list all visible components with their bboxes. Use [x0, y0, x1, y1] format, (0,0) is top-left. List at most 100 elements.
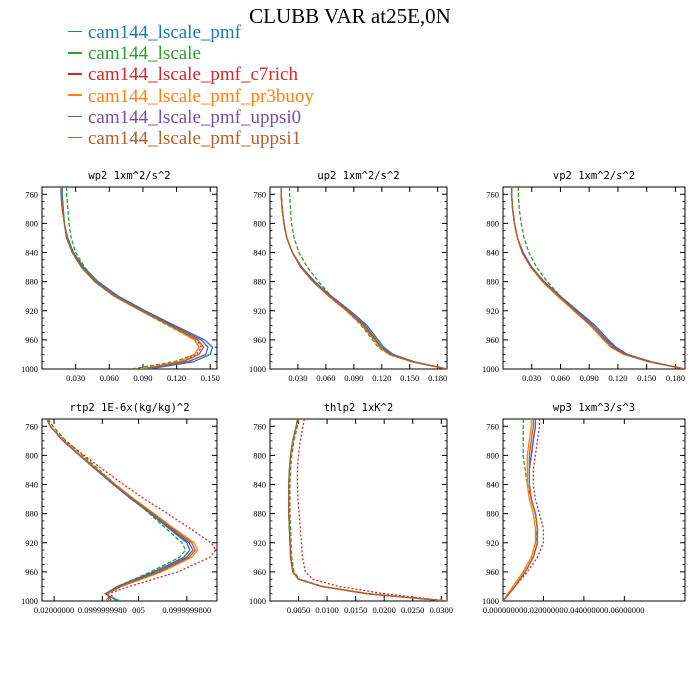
x-tick-label: 0.0100: [315, 605, 338, 615]
series-line: [503, 419, 539, 601]
series-line: [46, 419, 217, 601]
legend: cam144_lscale_pmf cam144_lscale cam144_lsc…: [68, 22, 314, 149]
series-line: [510, 187, 685, 369]
x-tick-label: 005: [132, 605, 145, 615]
y-tick-label: 880: [25, 509, 38, 519]
x-tick-label: 0.030: [288, 373, 307, 383]
series-line: [289, 419, 447, 601]
y-tick-label: 1000: [21, 364, 38, 374]
series-line: [60, 187, 209, 369]
legend-swatch: [68, 94, 82, 96]
series-line: [503, 419, 539, 601]
y-tick-label: 1000: [249, 596, 266, 606]
legend-swatch: [68, 115, 82, 118]
x-tick-label: 0.0200: [373, 605, 396, 615]
y-tick-label: 960: [25, 335, 38, 345]
series-line: [61, 187, 214, 369]
y-tick-label: 800: [486, 450, 499, 460]
plot-frame: [502, 186, 686, 370]
x-tick-label: 0.150: [637, 373, 656, 383]
y-tick-label: 880: [486, 509, 499, 519]
legend-label: cam144_lscale_pmf_uppsi1: [88, 127, 302, 149]
legend-item: cam144_lscale: [68, 43, 314, 64]
y-tick-label: 800: [486, 218, 499, 228]
series-line: [510, 187, 685, 369]
panel-title: wp3 1xm^3/s^3: [553, 402, 635, 414]
series-line: [510, 187, 685, 369]
x-tick-label: 0.120: [372, 373, 391, 383]
series-line: [60, 187, 200, 369]
series-line: [280, 187, 447, 369]
y-tick-label: 760: [253, 421, 266, 431]
y-tick-label: 1000: [21, 596, 38, 606]
y-tick-label: 800: [25, 450, 38, 460]
y-tick-label: 880: [25, 277, 38, 287]
legend-label: cam144_lscale_pmf: [88, 22, 242, 43]
panel-title: thlp2 1xK^2: [324, 402, 394, 414]
x-tick-label: 0.090: [133, 373, 152, 383]
x-tick-label: 0.0150: [344, 605, 367, 615]
chart-panel: thlp2 1xK^2 760 800 840 880 920 960 1000 0.0050 0…: [249, 402, 453, 615]
x-tick-label: 0.0999999980: [78, 605, 127, 615]
legend-label: cam144_lscale_pmf_pr3buoy: [88, 85, 314, 107]
x-tick-label: 0.0250: [401, 605, 424, 615]
series-line: [46, 419, 191, 601]
y-tick-label: 920: [25, 306, 38, 316]
x-tick-label: 0.00000000: [483, 605, 523, 615]
x-tick-label: 0.090: [580, 373, 599, 383]
plot-frame: [502, 418, 686, 602]
y-tick-label: 960: [253, 567, 266, 577]
y-tick-label: 920: [486, 538, 499, 548]
y-tick-label: 760: [253, 189, 266, 199]
legend-label: cam144_lscale_pmf_uppsi0: [88, 106, 302, 128]
series-line: [46, 419, 197, 601]
series-line: [280, 187, 447, 369]
legend-swatch: [68, 73, 82, 75]
y-tick-label: 800: [25, 218, 38, 228]
chart-panel: wp2 1xm^2/s^2 760 800 840 880 920 960 1000 0.030…: [21, 170, 220, 383]
x-tick-label: 0.150: [201, 373, 220, 383]
x-tick-label: 0.180: [666, 373, 685, 383]
chart-panel: rtp2 1E-6x(kg/kg)^2 760 800 840 880 920 960 100…: [21, 402, 218, 615]
legend-swatch: [68, 136, 82, 139]
y-tick-label: 760: [25, 189, 38, 199]
series-line: [510, 187, 685, 369]
legend-item: cam144_lscale_pmf_c7rich: [68, 64, 314, 85]
x-tick-label: 0.0300: [430, 605, 453, 615]
plot-frame: [269, 186, 448, 370]
legend-swatch: [68, 30, 82, 33]
x-tick-label: 0.0050: [287, 605, 310, 615]
y-tick-label: 1000: [482, 364, 499, 374]
y-tick-label: 920: [253, 306, 266, 316]
y-tick-label: 920: [25, 538, 38, 548]
figure-title: CLUBB VAR at25E,0N: [249, 4, 451, 28]
plot-frame: [41, 418, 218, 602]
y-tick-label: 840: [253, 248, 266, 258]
series-line: [288, 187, 447, 369]
panel-title: wp2 1xm^2/s^2: [88, 170, 170, 182]
panel-title: vp2 1xm^2/s^2: [553, 170, 635, 182]
plot-frame: [269, 418, 448, 602]
y-tick-label: 960: [486, 335, 499, 345]
series-line: [280, 187, 447, 369]
x-tick-label: 0.060: [100, 373, 119, 383]
y-tick-label: 760: [486, 189, 499, 199]
legend-item: cam144_lscale_pmf_uppsi1: [68, 128, 314, 149]
y-tick-label: 760: [486, 421, 499, 431]
legend-label: cam144_lscale: [88, 43, 201, 65]
x-tick-label: 0.060: [551, 373, 570, 383]
series-line: [60, 187, 203, 369]
legend-label: cam144_lscale_pmf_c7rich: [88, 64, 298, 86]
series-line: [510, 187, 685, 369]
y-tick-label: 1000: [482, 596, 499, 606]
y-tick-label: 880: [486, 277, 499, 287]
chart-panel: vp2 1xm^2/s^2 760 800 840 880 920 960 1000 0.030…: [482, 170, 686, 383]
series-line: [296, 419, 447, 601]
y-tick-label: 880: [253, 277, 266, 287]
y-tick-label: 840: [25, 480, 38, 490]
y-tick-label: 960: [25, 567, 38, 577]
series-line: [280, 187, 447, 369]
x-tick-label: 0.02000000: [34, 605, 74, 615]
x-tick-label: 0.120: [167, 373, 186, 383]
y-tick-label: 800: [253, 218, 266, 228]
